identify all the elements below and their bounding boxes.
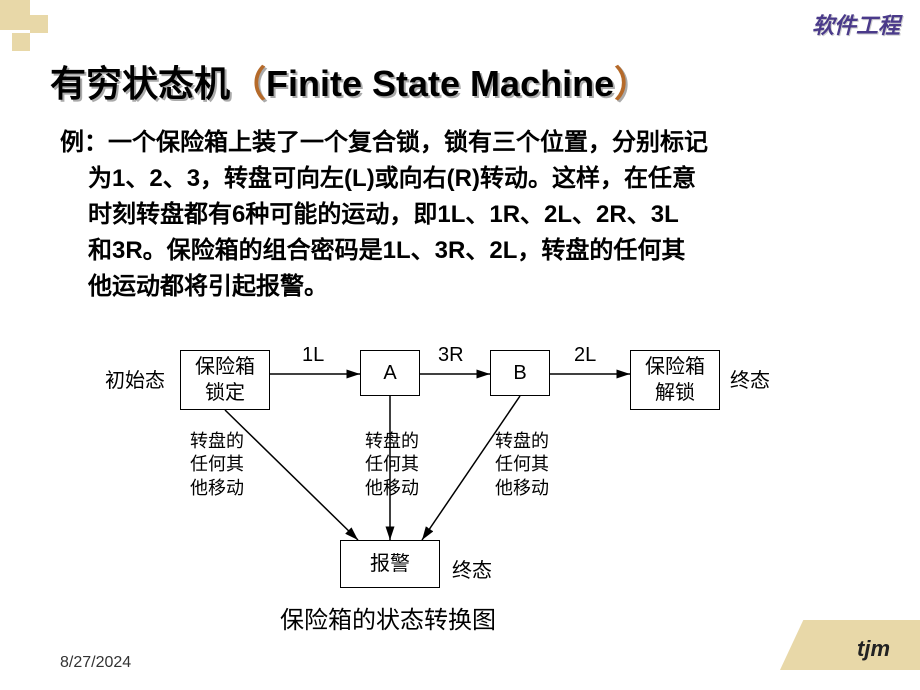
edge-label-2l: 2L (574, 344, 596, 367)
corner-decoration (0, 0, 60, 60)
diagram-caption: 保险箱的状态转换图 (280, 600, 496, 635)
para-line-4: 和3R。保险箱的组合密码是1L、3R、2L，转盘的任何其 (60, 233, 860, 269)
para-line-1: 例：一个保险箱上装了一个复合锁，锁有三个位置，分别标记 (60, 125, 860, 161)
node-unlocked-l1: 保险箱 (645, 354, 705, 380)
node-locked-l1: 保险箱 (195, 354, 255, 380)
node-alarm: 报警 (340, 540, 440, 588)
slide-title: 有穷状态机（Finite State Machine） (50, 55, 650, 107)
header-label: 软件工程 (812, 8, 900, 40)
initial-state-label: 初始态 (105, 364, 165, 393)
state-diagram: 初始态 终态 终态 保险箱 锁定 A B 保险箱 解锁 报警 1L 3R 2L … (70, 330, 850, 640)
para-line-2: 为1、2、3，转盘可向左(L)或向右(R)转动。这样，在任意 (60, 161, 860, 197)
other-move-1: 转盘的 任何其 他移动 (190, 430, 244, 500)
footer-date: 8/27/2024 (60, 654, 131, 672)
example-paragraph: 例：一个保险箱上装了一个复合锁，锁有三个位置，分别标记 为1、2、3，转盘可向左… (60, 125, 860, 305)
final-state-label-2: 终态 (452, 554, 492, 583)
final-state-label-1: 终态 (730, 364, 770, 393)
title-english: Finite State Machine (266, 63, 614, 104)
title-prefix: 有穷状态机 (50, 63, 230, 104)
para-line-3: 时刻转盘都有6种可能的运动，即1L、1R、2L、2R、3L (60, 197, 860, 233)
para-line-5: 他运动都将引起报警。 (60, 269, 860, 305)
node-locked: 保险箱 锁定 (180, 350, 270, 410)
edge-label-1l: 1L (302, 344, 324, 367)
node-b: B (490, 350, 550, 396)
title-paren-open: （ (230, 63, 266, 104)
title-paren-close: ） (614, 63, 650, 104)
node-unlocked-l2: 解锁 (655, 380, 695, 406)
node-locked-l2: 锁定 (205, 380, 245, 406)
node-a: A (360, 350, 420, 396)
bottom-banner-text: tjm (857, 636, 890, 662)
other-move-3: 转盘的 任何其 他移动 (495, 430, 549, 500)
node-unlocked: 保险箱 解锁 (630, 350, 720, 410)
other-move-2: 转盘的 任何其 他移动 (365, 430, 419, 500)
edge-label-3r: 3R (438, 344, 464, 367)
